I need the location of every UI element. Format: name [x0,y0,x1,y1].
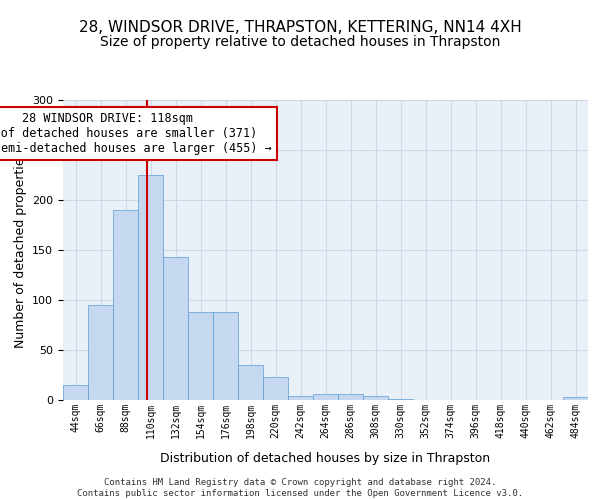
Text: Contains HM Land Registry data © Crown copyright and database right 2024.
Contai: Contains HM Land Registry data © Crown c… [77,478,523,498]
Bar [263,377,288,400]
Bar [163,257,188,400]
Bar [63,385,88,400]
Bar [113,210,138,400]
X-axis label: Distribution of detached houses by size in Thrapston: Distribution of detached houses by size … [160,452,491,465]
Bar [213,312,238,400]
Text: Size of property relative to detached houses in Thrapston: Size of property relative to detached ho… [100,35,500,49]
Text: 28, WINDSOR DRIVE, THRAPSTON, KETTERING, NN14 4XH: 28, WINDSOR DRIVE, THRAPSTON, KETTERING,… [79,20,521,35]
Bar [313,394,338,400]
Bar [563,397,588,400]
Bar [88,305,113,400]
Bar [188,312,213,400]
Text: 28 WINDSOR DRIVE: 118sqm
← 45% of detached houses are smaller (371)
55% of semi-: 28 WINDSOR DRIVE: 118sqm ← 45% of detach… [0,112,272,155]
Y-axis label: Number of detached properties: Number of detached properties [14,152,26,348]
Bar [338,394,363,400]
Bar [138,175,163,400]
Bar [363,396,388,400]
Bar [288,396,313,400]
Bar [388,399,413,400]
Bar [238,365,263,400]
